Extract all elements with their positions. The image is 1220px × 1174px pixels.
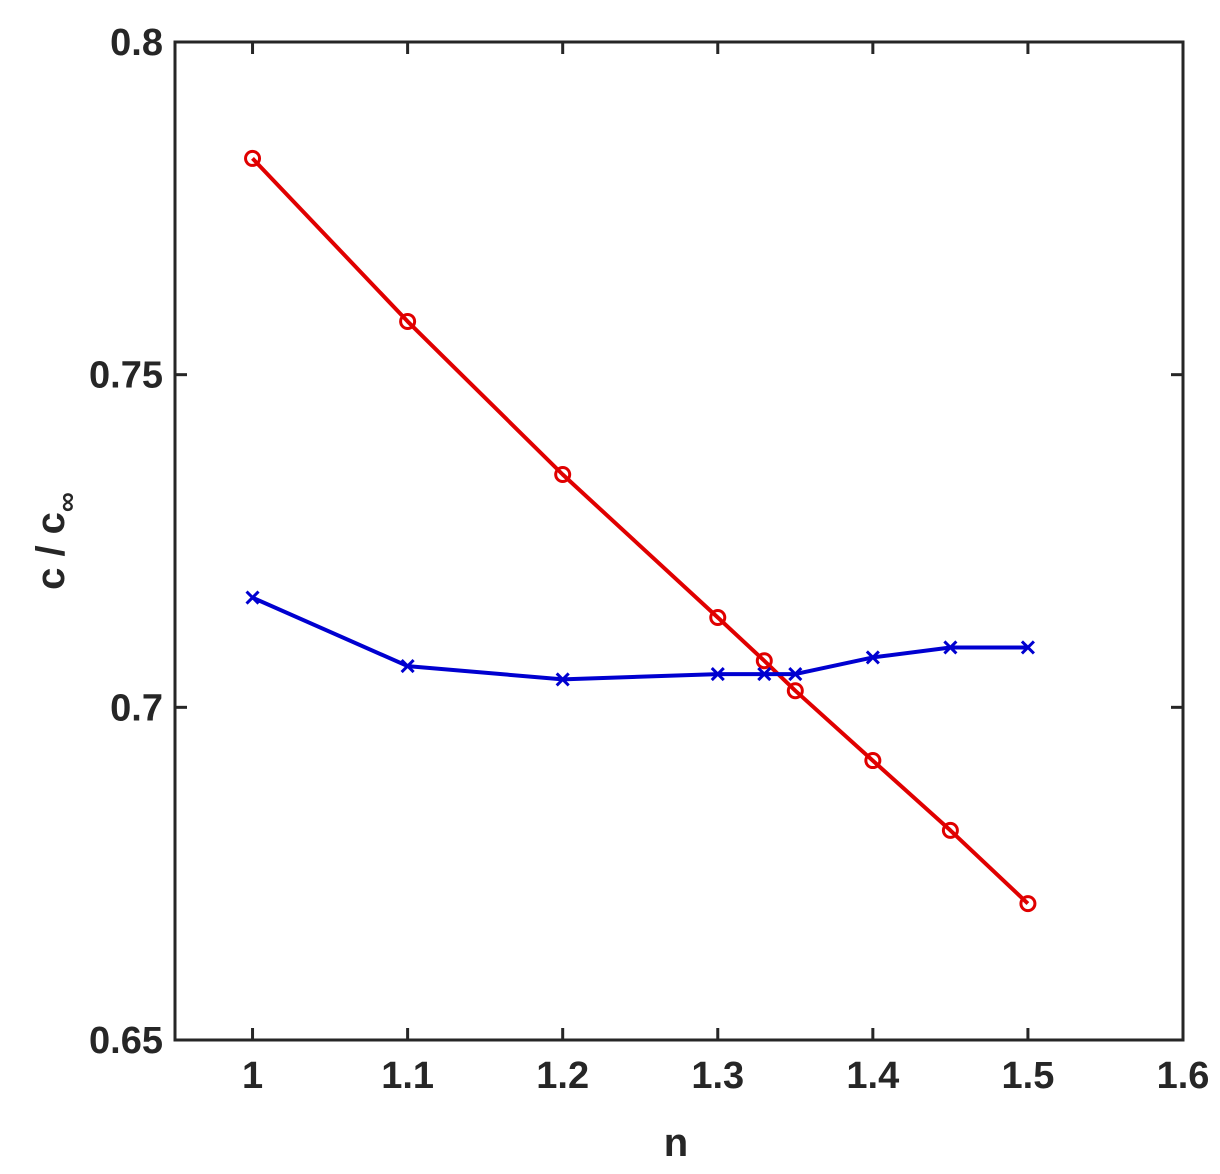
data-point	[399, 312, 417, 330]
data-point	[865, 650, 880, 665]
x-tick-label: 1.6	[1157, 1055, 1210, 1097]
y-tick-label: 0.75	[89, 355, 163, 397]
x-tick-label: 1.5	[1002, 1055, 1055, 1097]
y-tick-label: 0.65	[89, 1020, 163, 1062]
y-axis-label-subscript: ∞	[51, 492, 82, 512]
series-line	[251, 157, 1030, 906]
data-point	[788, 667, 803, 682]
plot-area	[175, 42, 1183, 1040]
x-tick-label: 1	[242, 1055, 263, 1097]
data-point	[755, 652, 773, 670]
y-axis-label-group: c / c∞	[29, 492, 82, 590]
data-point	[709, 609, 727, 627]
series-0	[244, 149, 1037, 913]
data-point	[864, 752, 882, 770]
data-point	[941, 821, 959, 839]
data-point	[786, 682, 804, 700]
data-point	[554, 465, 572, 483]
data-point	[555, 672, 570, 687]
data-point	[1020, 640, 1035, 655]
series-1	[245, 590, 1035, 687]
y-tick-label: 0.7	[110, 687, 163, 729]
data-point	[943, 640, 958, 655]
data-point	[400, 659, 415, 674]
data-point	[710, 667, 725, 682]
data-point	[245, 590, 260, 605]
data-point	[244, 149, 262, 167]
x-tick-label: 1.3	[691, 1055, 744, 1097]
data-point	[757, 667, 772, 682]
y-axis-label-main: c / c	[29, 512, 73, 590]
plot-frame	[173, 40, 1185, 1042]
x-tick-label: 1.1	[381, 1055, 434, 1097]
series-layer	[244, 149, 1037, 913]
y-axis-label: c / c∞	[29, 492, 82, 590]
x-axis-label: n	[664, 1121, 688, 1165]
y-tick-label: 0.8	[110, 22, 163, 64]
tick-layer: 1 1.1 1.2 1.3 1.4 1.5 1.6 0.65 0.7 0.75 0.8	[89, 22, 1209, 1097]
x-tick-label: 1.4	[846, 1055, 899, 1097]
x-tick-label: 1.2	[536, 1055, 589, 1097]
data-point	[1019, 895, 1037, 913]
